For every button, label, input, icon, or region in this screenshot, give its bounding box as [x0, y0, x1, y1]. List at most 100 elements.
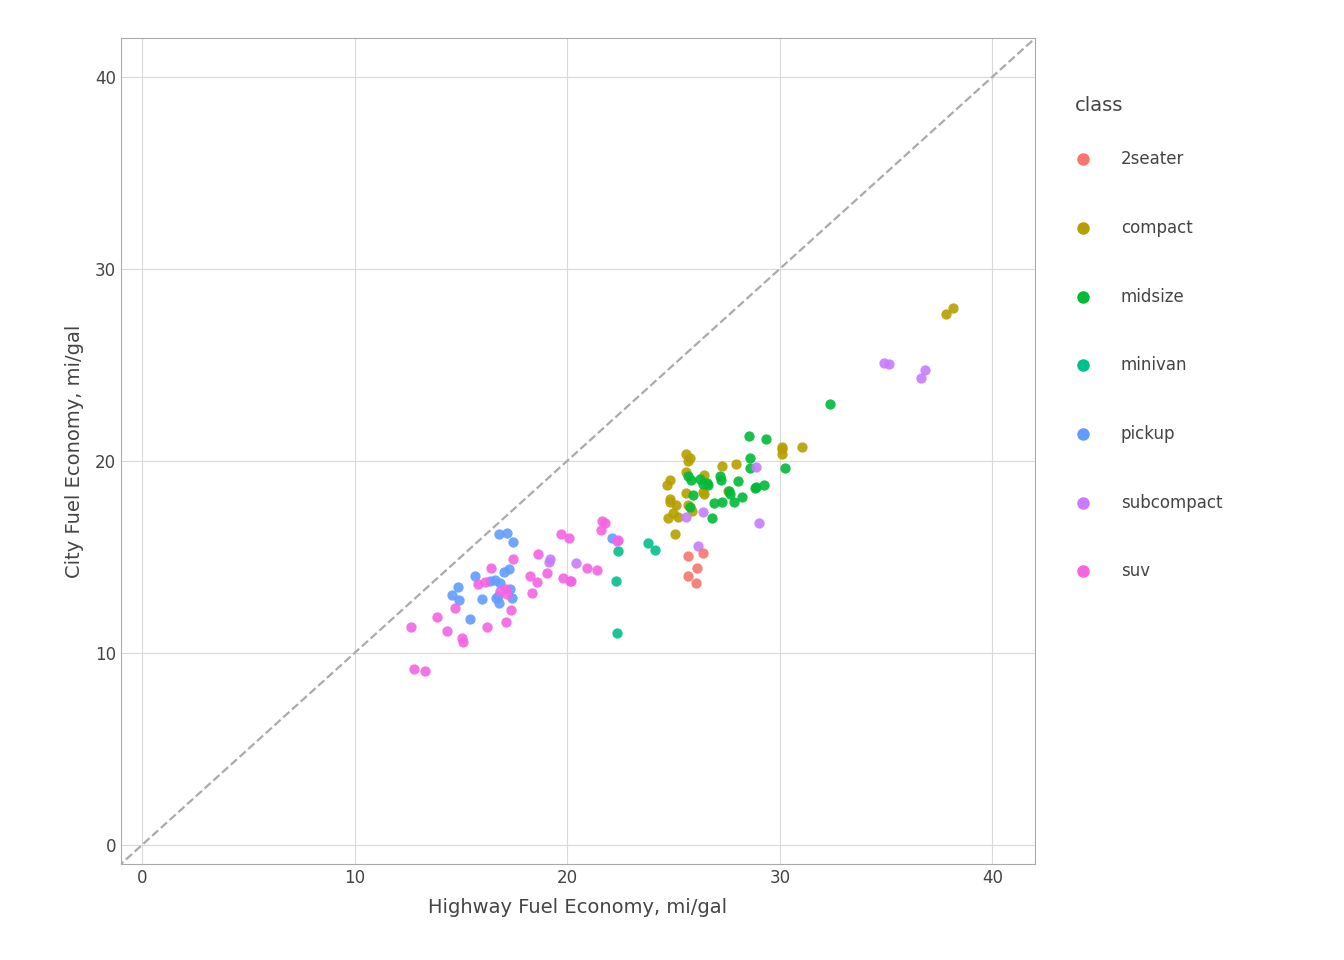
Point: [526, 574, 547, 589]
Point: [688, 539, 710, 554]
Point: [731, 490, 753, 505]
Point: [677, 497, 699, 513]
Point: [755, 432, 777, 447]
Point: [441, 588, 462, 603]
Point: [496, 582, 517, 597]
Point: [681, 503, 703, 518]
Point: [606, 533, 628, 548]
Point: [726, 457, 747, 472]
Point: [698, 477, 719, 492]
Point: [488, 526, 509, 541]
Point: [503, 535, 524, 550]
Point: [594, 516, 616, 531]
Point: [679, 499, 700, 515]
Point: [500, 602, 521, 617]
Text: class: class: [1075, 96, 1124, 115]
Point: [663, 506, 684, 521]
Point: [718, 484, 739, 499]
Point: [489, 575, 511, 590]
Point: [677, 568, 699, 584]
Point: [401, 619, 422, 635]
Point: [771, 442, 793, 457]
Point: [683, 487, 704, 502]
Point: [659, 492, 680, 507]
Point: [692, 485, 714, 500]
Point: [749, 516, 770, 531]
X-axis label: Highway Fuel Economy, mi/gal: Highway Fuel Economy, mi/gal: [429, 898, 727, 917]
Point: [702, 510, 723, 525]
Point: [577, 561, 598, 576]
Point: [676, 485, 698, 500]
Point: [692, 477, 714, 492]
Point: [472, 591, 493, 607]
Point: [468, 577, 489, 592]
Point: [607, 532, 629, 547]
Point: [685, 575, 707, 590]
Text: suv: suv: [1121, 563, 1150, 580]
Point: [564, 556, 586, 571]
Point: [488, 588, 509, 604]
Point: [694, 467, 715, 482]
Point: [644, 542, 665, 558]
Point: [496, 613, 517, 629]
Point: [521, 586, 543, 601]
Point: [719, 483, 741, 498]
Point: [694, 487, 715, 502]
Point: [727, 473, 749, 489]
Point: [489, 584, 511, 599]
Point: [403, 661, 425, 677]
Text: compact: compact: [1121, 219, 1192, 237]
Point: [689, 471, 711, 487]
Point: [605, 574, 626, 589]
Point: [426, 610, 448, 625]
Y-axis label: City Fuel Economy, mi/gal: City Fuel Economy, mi/gal: [65, 324, 83, 578]
Point: [496, 587, 517, 602]
Point: [607, 543, 629, 559]
Point: [538, 555, 559, 570]
Point: [539, 551, 560, 566]
Point: [723, 494, 745, 510]
Point: [485, 590, 507, 606]
Point: [496, 525, 517, 540]
Point: [710, 468, 731, 484]
Point: [745, 479, 766, 494]
Point: [878, 356, 899, 372]
Point: [484, 572, 505, 588]
Point: [559, 573, 581, 588]
Point: [465, 568, 487, 584]
Point: [677, 468, 699, 484]
Point: [711, 494, 732, 510]
Point: [665, 526, 687, 541]
Point: [935, 306, 957, 322]
Point: [520, 568, 542, 584]
Text: pickup: pickup: [1121, 425, 1176, 443]
Point: [590, 522, 612, 538]
Point: [480, 561, 501, 576]
Text: midsize: midsize: [1121, 288, 1184, 305]
Point: [711, 472, 732, 488]
Text: 2seater: 2seater: [1121, 151, 1184, 168]
Point: [719, 487, 741, 502]
Point: [753, 477, 774, 492]
Point: [601, 530, 622, 545]
Point: [910, 371, 931, 386]
Point: [677, 548, 699, 564]
Point: [499, 582, 520, 597]
Point: [696, 475, 718, 491]
Point: [680, 450, 702, 466]
Point: [665, 497, 687, 513]
Point: [692, 504, 714, 519]
Point: [414, 663, 435, 679]
Point: [774, 461, 796, 476]
Point: [448, 580, 469, 595]
Point: [677, 453, 699, 468]
Point: [499, 562, 520, 577]
Point: [745, 480, 766, 495]
Point: [637, 536, 659, 551]
Point: [914, 363, 935, 378]
Point: [460, 611, 481, 626]
Point: [872, 355, 894, 371]
Point: [680, 472, 702, 488]
Point: [552, 570, 574, 586]
Point: [942, 300, 964, 316]
